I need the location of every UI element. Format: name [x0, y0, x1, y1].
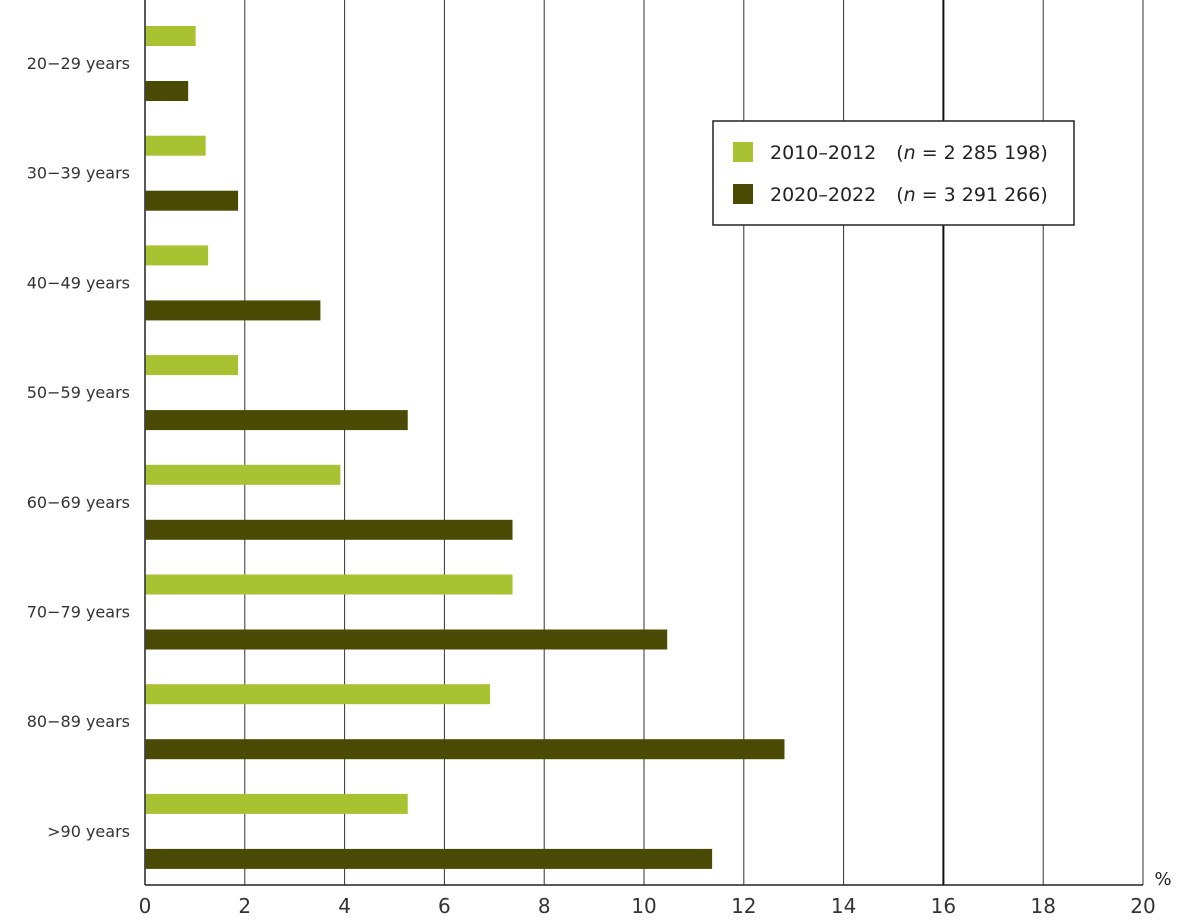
category-label-90-years: >90 years	[47, 822, 130, 841]
category-label-60-69-years: 60−69 years	[27, 493, 130, 512]
bar-2020-2022-20-29-years	[145, 81, 189, 101]
category-label-70-79-years: 70−79 years	[27, 603, 130, 622]
bar-2020-2022-70-79-years	[145, 629, 668, 650]
x-tick-label-10: 10	[631, 894, 656, 918]
x-tick-label-16: 16	[931, 894, 956, 918]
bar-2010-2012-20-29-years	[145, 26, 196, 46]
category-label-20-29-years: 20−29 years	[27, 54, 130, 73]
legend-box	[712, 120, 1075, 226]
bar-2010-2012-70-79-years	[145, 574, 513, 595]
axes	[144, 0, 1143, 886]
bar-2020-2022-80-89-years	[145, 739, 785, 760]
x-tick-label-2: 2	[238, 894, 251, 918]
bar-2010-2012-30-39-years	[145, 135, 206, 156]
legend-swatch-2010-2012	[733, 142, 753, 162]
x-tick-label-12: 12	[731, 894, 756, 918]
x-tick-label-20: 20	[1130, 894, 1155, 918]
bar-2010-2012-80-89-years	[145, 684, 491, 705]
legend-entry-2020-2022: 2020–2022 (n = 3 291 266)	[770, 184, 1048, 206]
legend: 2010–2012 (n = 2 285 198) 2020–2022 (n = 3 2…	[712, 120, 1075, 226]
category-label-40-49-years: 40−49 years	[27, 273, 130, 292]
category-label-30-39-years: 30−39 years	[27, 164, 130, 183]
bar-2020-2022-30-39-years	[145, 190, 239, 211]
x-tick-label-8: 8	[538, 894, 551, 918]
bar-2020-2022-90-years	[145, 848, 713, 869]
bar-2010-2012-40-49-years	[145, 245, 209, 266]
x-tick-label-4: 4	[338, 894, 351, 918]
x-tick-label-6: 6	[438, 894, 451, 918]
x-unit-label: %	[1154, 869, 1171, 890]
x-tick-label-14: 14	[831, 894, 856, 918]
bar-2010-2012-50-59-years	[145, 355, 239, 376]
bar-2010-2012-90-years	[145, 793, 408, 814]
legend-entry-2010-2012: 2010–2012 (n = 2 285 198)	[770, 142, 1048, 164]
x-tick-label-18: 18	[1030, 894, 1055, 918]
legend-swatch-2020-2022	[733, 184, 753, 204]
bar-2020-2022-60-69-years	[145, 519, 513, 540]
x-tick-label-0: 0	[139, 894, 152, 918]
x-tick-labels: 0 2 4 6 8 10 12 14 16 18 20	[139, 894, 1156, 918]
category-label-80-89-years: 80−89 years	[27, 712, 130, 731]
category-labels: 20−29 years 30−39 years 40−49 years 50−59 y…	[27, 54, 130, 841]
category-label-50-59-years: 50−59 years	[27, 383, 130, 402]
bar-2010-2012-60-69-years	[145, 464, 341, 485]
bar-2020-2022-40-49-years	[145, 300, 321, 321]
bar-2020-2022-50-59-years	[145, 410, 408, 431]
bars	[145, 26, 785, 869]
